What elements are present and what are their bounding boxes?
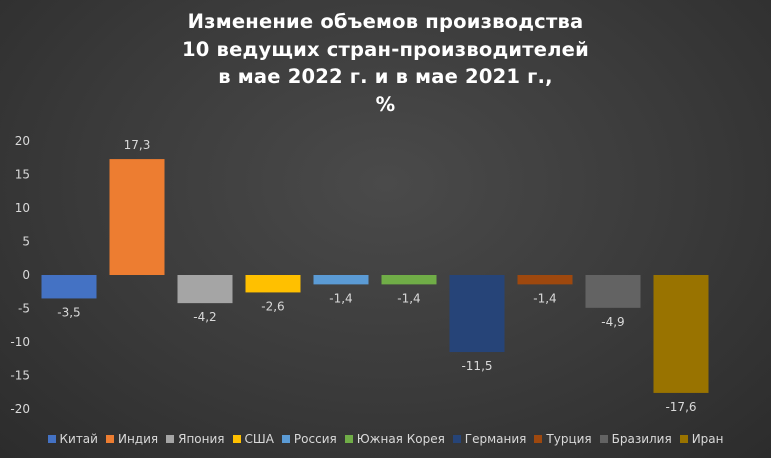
legend-swatch <box>166 435 175 443</box>
bar-7 <box>517 275 573 285</box>
bar-1 <box>109 159 165 275</box>
y-axis: 20 15 10 5 0 -5 -10 -15 -20 <box>10 134 30 416</box>
legend-item: США <box>232 432 274 446</box>
y-tick-label: 10 <box>15 201 30 215</box>
legend-swatch <box>344 435 353 443</box>
data-label: -1,4 <box>397 291 420 305</box>
legend-label: Бразилия <box>611 432 672 446</box>
data-label: 17,3 <box>124 138 151 152</box>
legend-label: Россия <box>293 432 337 446</box>
y-tick-label: -10 <box>10 335 30 349</box>
legend-label: Индия <box>117 432 159 446</box>
bar-3 <box>245 275 301 293</box>
data-label: -4,9 <box>601 315 624 329</box>
bar-4 <box>313 275 369 285</box>
chart-title-line: % <box>375 92 396 116</box>
legend-item: Турция <box>534 432 592 446</box>
legend-item: Южная Корея <box>344 432 445 446</box>
legend-swatch <box>679 435 688 443</box>
legend-item: Россия <box>281 432 337 446</box>
legend-item: Германия <box>452 432 527 446</box>
y-tick-label: 20 <box>15 134 30 148</box>
data-label: -17,6 <box>665 400 696 414</box>
y-tick-label: -5 <box>18 302 30 316</box>
legend: Китай Индия Япония США Россия Южная Корея Герм… <box>0 432 771 446</box>
data-label: -2,6 <box>261 299 284 313</box>
data-label: -1,4 <box>533 291 556 305</box>
legend-swatch <box>281 435 290 443</box>
bar-8 <box>585 275 641 308</box>
legend-label: США <box>244 432 274 446</box>
legend-label: Япония <box>178 432 225 446</box>
legend-item: Бразилия <box>599 432 672 446</box>
legend-swatch <box>452 435 461 443</box>
data-label: -3,5 <box>57 305 80 319</box>
y-tick-label: -20 <box>10 402 30 416</box>
legend-swatch <box>534 435 543 443</box>
y-tick-label: 5 <box>22 235 30 249</box>
bar-9 <box>653 275 709 393</box>
legend-item: Япония <box>166 432 225 446</box>
legend-swatch <box>105 435 114 443</box>
chart-title-line: в мае 2022 г. и в мае 2021 г., <box>218 65 553 88</box>
data-label: -11,5 <box>461 359 492 373</box>
chart-title-line: Изменение объемов производства <box>187 10 584 33</box>
legend-item: Иран <box>679 432 724 446</box>
chart-title-line: 10 ведущих стран-производителей <box>182 37 589 61</box>
legend-label: Германия <box>464 432 527 446</box>
legend-label: Китай <box>59 432 98 446</box>
bar-5 <box>381 275 437 285</box>
legend-swatch <box>47 435 56 443</box>
legend-label: Турция <box>546 432 592 446</box>
legend-item: Китай <box>47 432 98 446</box>
bar-0 <box>41 275 97 299</box>
y-tick-label: 0 <box>22 268 30 282</box>
y-tick-label: 15 <box>15 168 30 182</box>
legend-swatch <box>232 435 241 443</box>
data-label: -4,2 <box>193 310 216 324</box>
legend-label: Иран <box>691 432 724 446</box>
legend-item: Индия <box>105 432 159 446</box>
bar-2 <box>177 275 233 304</box>
bar-6 <box>449 275 505 353</box>
legend-label: Южная Корея <box>356 432 445 446</box>
data-labels-group: -3,5 17,3 -4,2 -2,6 -1,4 -1,4 -11,5 -1,4 -4,9 -17… <box>57 138 696 414</box>
chart-title: Изменение объемов производства 10 ведущи… <box>0 8 771 118</box>
data-label: -1,4 <box>329 291 352 305</box>
legend-swatch <box>599 435 608 443</box>
y-tick-label: -15 <box>10 369 30 383</box>
bars-group <box>41 159 709 393</box>
